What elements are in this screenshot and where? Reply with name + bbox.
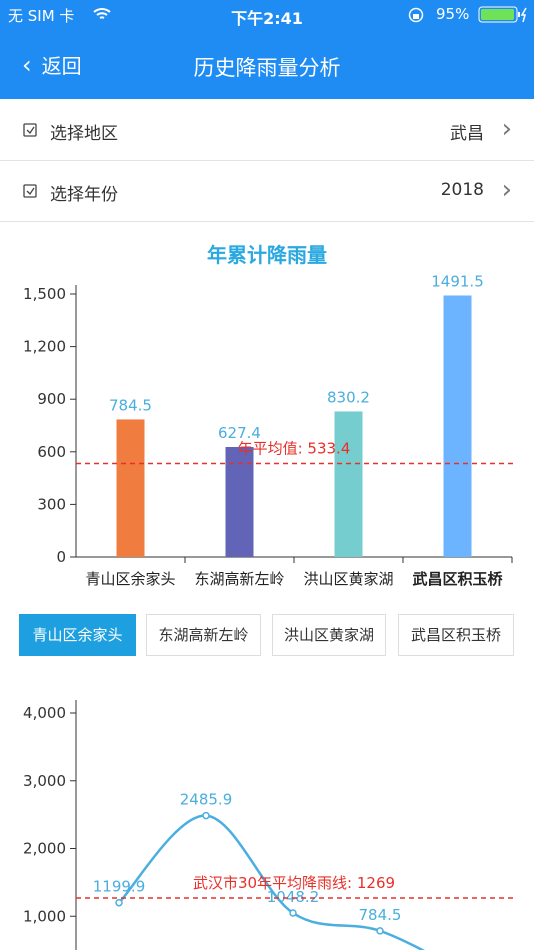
y-tick-label: 2,000	[23, 840, 66, 858]
point	[115, 898, 123, 907]
chart-title: 年累计降雨量	[207, 243, 327, 267]
row-value: 武昌	[450, 124, 484, 144]
x-tick-label: 青山区余家头	[85, 570, 175, 588]
tab[interactable]: 武昌区积玉桥	[398, 614, 514, 656]
value-label: 784.5	[359, 906, 402, 924]
value-label: 150	[453, 949, 482, 950]
chevron: ›	[501, 175, 512, 205]
value-label: 1491.5	[431, 272, 484, 290]
value-label: 627.4	[218, 424, 261, 442]
header: 无 SIM 卡 下午2:41 95% ‹ 返回 历史降雨量分析	[0, 0, 534, 99]
row-label: 选择年份	[50, 185, 118, 205]
reference-label: 武汉市30年平均降雨线: 1269	[193, 874, 395, 892]
battery-icon	[478, 6, 527, 23]
wifi-icon	[93, 8, 111, 19]
row-icon	[23, 123, 37, 137]
chevron: ›	[501, 114, 512, 144]
bar	[443, 295, 472, 557]
y-tick-label: 3,000	[23, 772, 66, 790]
y-tick-label: 0	[56, 548, 66, 566]
tab[interactable]: 洪山区黄家湖	[272, 614, 386, 656]
battery-level: 95%	[436, 5, 470, 23]
point	[289, 909, 297, 917]
filter-row[interactable]: 选择年份 2018 ›	[0, 161, 534, 222]
y-tick-label: 1,200	[23, 338, 66, 356]
bar	[334, 411, 363, 557]
x-tick-label: 东湖高新左岭	[194, 570, 284, 588]
y-tick-label: 600	[37, 443, 66, 461]
tab[interactable]: 东湖高新左岭	[146, 614, 261, 656]
reference-label: 年平均值: 533.4	[238, 439, 351, 457]
y-tick-label: 900	[37, 390, 66, 408]
time: 下午2:41	[231, 9, 303, 28]
row-label: 选择地区	[50, 124, 118, 144]
value-label: 830.2	[327, 388, 370, 406]
x-tick-label: 洪山区黄家湖	[303, 570, 393, 588]
back-label: 返回	[41, 54, 82, 78]
filter-row[interactable]: 选择地区 武昌 ›	[0, 100, 534, 161]
value-label: 1048.2	[267, 888, 320, 906]
tab[interactable]: 青山区余家头	[19, 614, 136, 656]
row-value: 2018	[440, 180, 484, 200]
y-tick-label: 1,500	[23, 285, 66, 303]
y-tick-label: 1,000	[23, 907, 66, 925]
x-tick-label: 武昌区积玉桥	[412, 570, 503, 588]
bar	[116, 419, 145, 557]
point	[202, 811, 210, 820]
back-button[interactable]: ‹ 返回	[22, 51, 82, 79]
y-tick-label: 300	[37, 495, 66, 513]
point	[376, 927, 384, 935]
bar	[225, 446, 254, 557]
page-title: 历史降雨量分析	[193, 56, 341, 80]
value-label: 2485.9	[180, 791, 233, 809]
row-icon	[23, 184, 37, 198]
y-tick-label: 4,000	[23, 704, 66, 722]
carrier: 无 SIM 卡	[8, 7, 75, 25]
value-label: 784.5	[109, 396, 152, 414]
line	[118, 814, 425, 950]
value-label: 1199.9	[93, 878, 146, 896]
lock-icon	[408, 7, 424, 23]
